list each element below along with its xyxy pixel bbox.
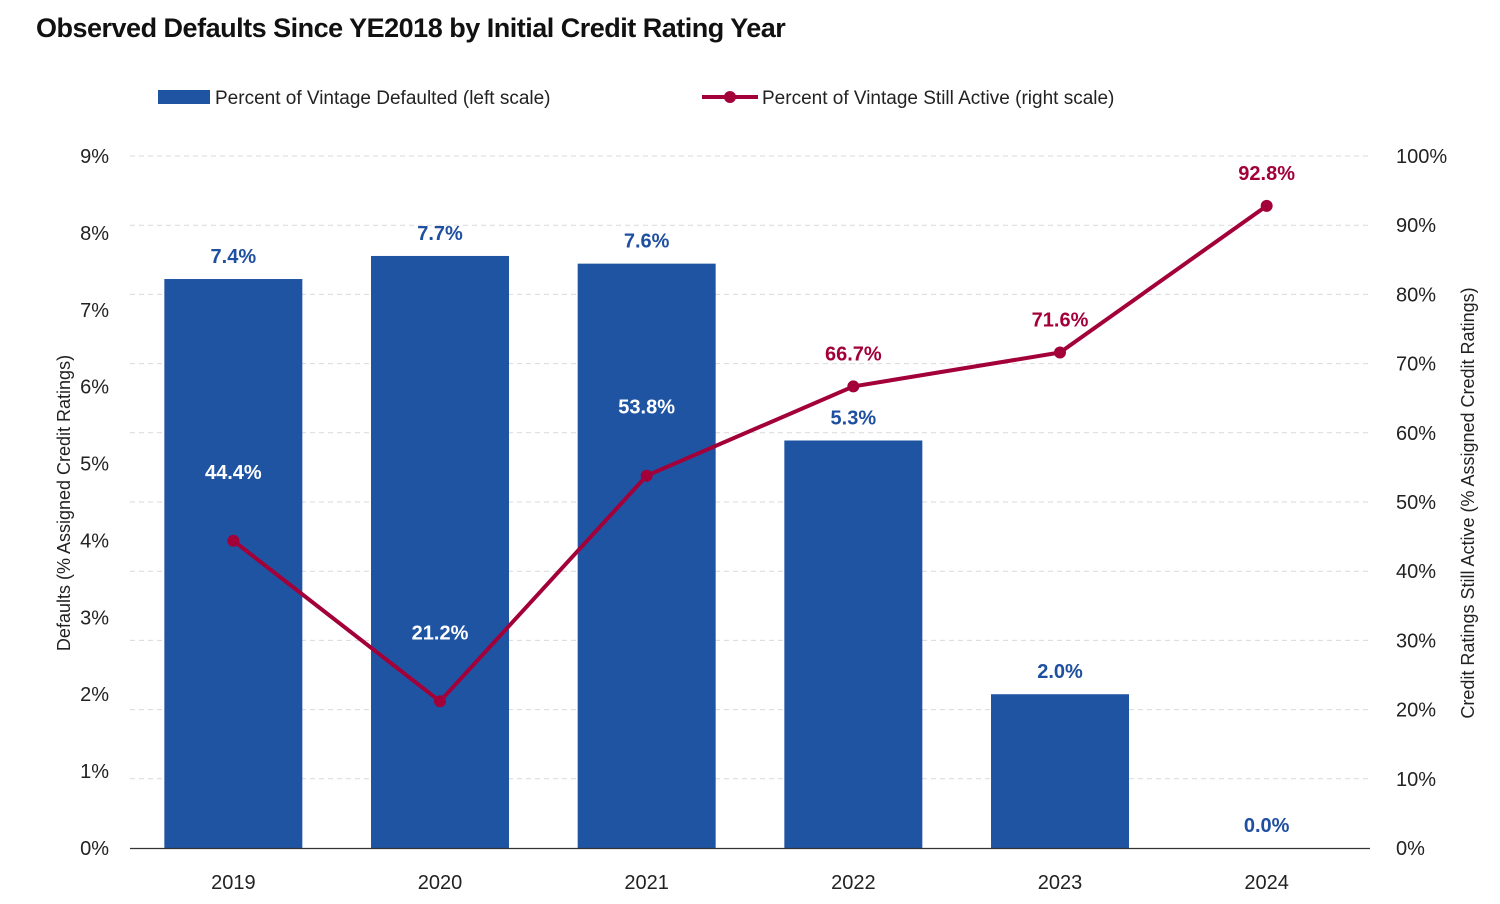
line-data-label: 53.8% xyxy=(618,397,675,419)
right-tick-label: 0% xyxy=(1396,838,1425,860)
left-tick-label: 8% xyxy=(80,223,109,245)
bar-data-label: 7.4% xyxy=(211,246,257,268)
legend-swatch-marker xyxy=(724,91,736,103)
bar xyxy=(371,255,509,848)
line-point xyxy=(1054,346,1066,359)
right-axis-ticks: 0% 10% 20% 30% 40% 50% 60% 70% 80% 90% 100% xyxy=(1396,146,1447,860)
bar-data-label: 7.7% xyxy=(417,223,463,245)
right-axis-title: Credit Ratings Still Active (% Assigned … xyxy=(1458,287,1478,718)
left-tick-label: 3% xyxy=(80,607,109,629)
bar xyxy=(784,440,923,848)
left-tick-label: 5% xyxy=(80,454,109,476)
right-tick-label: 20% xyxy=(1396,700,1436,722)
line-point xyxy=(227,534,240,547)
legend: Percent of Vintage Defaulted (left scale… xyxy=(158,88,1114,109)
right-tick-label: 60% xyxy=(1396,423,1436,445)
right-tick-label: 10% xyxy=(1396,769,1436,791)
x-tick-label: 2020 xyxy=(418,872,463,894)
bars xyxy=(164,255,1129,849)
left-tick-label: 0% xyxy=(80,838,109,860)
left-axis-ticks: 0% 1% 2% 3% 4% 5% 6% 7% 8% 9% xyxy=(80,146,109,860)
line-data-label: 92.8% xyxy=(1238,163,1295,185)
bar-data-label: 2.0% xyxy=(1037,661,1083,683)
right-tick-label: 50% xyxy=(1396,492,1436,514)
gridlines xyxy=(130,155,1370,780)
bar-data-label: 7.6% xyxy=(624,231,670,253)
chart-title: Observed Defaults Since YE2018 by Initia… xyxy=(36,13,786,43)
line-point xyxy=(1260,199,1273,212)
x-tick-label: 2023 xyxy=(1038,872,1083,894)
active-line xyxy=(232,204,1268,704)
left-tick-label: 1% xyxy=(80,761,109,783)
legend-label-line: Percent of Vintage Still Active (right s… xyxy=(762,88,1114,109)
data-labels: 7.4% 7.7% 7.6% 5.3% 2.0% 0.0% 44.4% 21.2% 53.8% 6… xyxy=(205,163,1295,837)
line-data-label: 21.2% xyxy=(412,622,469,644)
left-tick-label: 7% xyxy=(80,300,109,322)
line-point xyxy=(847,380,860,393)
legend-label-bars: Percent of Vintage Defaulted (left scale… xyxy=(215,88,551,109)
right-tick-label: 80% xyxy=(1396,284,1436,306)
bar xyxy=(991,694,1129,848)
left-axis-title: Defaults (% Assigned Credit Ratings) xyxy=(54,355,74,651)
left-tick-label: 6% xyxy=(80,377,109,399)
left-tick-label: 4% xyxy=(80,530,109,552)
line-data-label: 44.4% xyxy=(205,462,262,484)
left-tick-label: 9% xyxy=(80,146,109,168)
right-tick-label: 40% xyxy=(1396,561,1436,583)
line-data-label: 71.6% xyxy=(1032,310,1089,332)
bar xyxy=(164,279,303,848)
right-tick-label: 100% xyxy=(1396,146,1447,168)
x-tick-label: 2024 xyxy=(1244,872,1289,894)
bar xyxy=(577,263,716,849)
x-axis-ticks: 2019 2020 2021 2022 2023 2024 xyxy=(211,872,1289,894)
right-tick-label: 70% xyxy=(1396,354,1436,376)
bar-data-label: 0.0% xyxy=(1244,815,1290,837)
line-point xyxy=(434,695,446,708)
x-tick-label: 2021 xyxy=(624,872,669,894)
bar-data-label: 5.3% xyxy=(831,407,877,429)
x-tick-label: 2019 xyxy=(211,872,256,894)
line-data-label: 66.7% xyxy=(825,343,882,365)
right-tick-label: 30% xyxy=(1396,630,1436,652)
left-tick-label: 2% xyxy=(80,684,109,706)
legend-swatch-bars xyxy=(158,90,210,104)
line-point xyxy=(640,469,653,482)
x-tick-label: 2022 xyxy=(831,872,876,894)
right-tick-label: 90% xyxy=(1396,215,1436,237)
line-series xyxy=(227,199,1273,708)
